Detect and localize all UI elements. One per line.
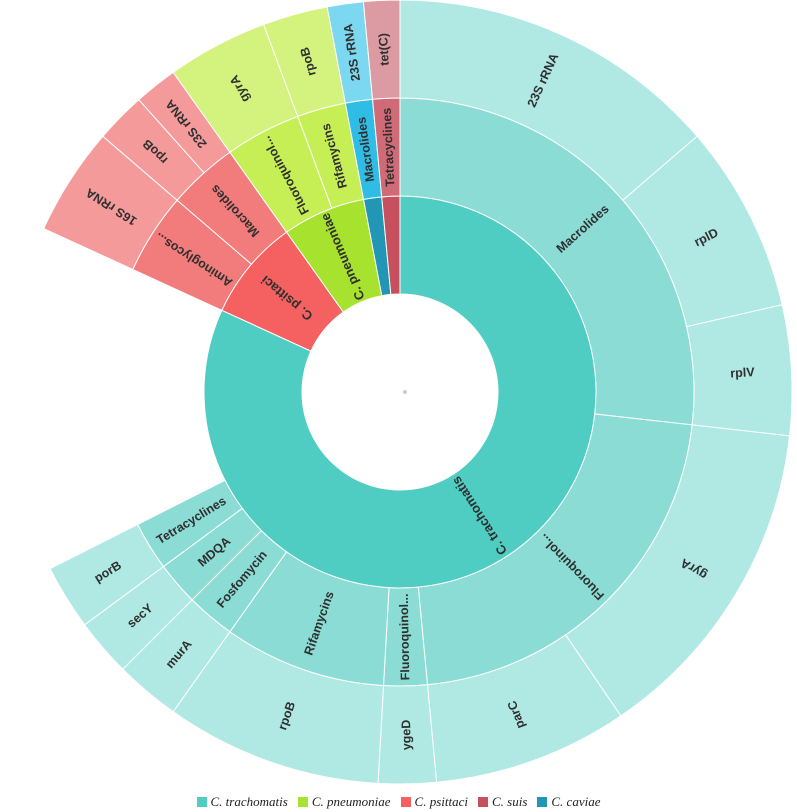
legend-label: C. caviae [551,794,601,809]
legend-item-2[interactable]: C. psittaci [400,794,468,810]
label-gene-0-c-trachomatis-0-macrolides-2-rplv: rplV [730,365,756,380]
sunburst-chart: C. trachomatis Macrolides 23S rRNA rplD rplV… [43,0,793,785]
legend-item-0[interactable]: C. trachomatis [196,794,288,810]
sector-gene-4-c-suis-0-tetracyclines-0-tet-c[interactable] [362,0,401,100]
label-class-4-c-suis-0-tetracyclines: Tetracyclines [380,107,398,187]
legend-label: C. trachomatis [210,794,288,809]
legend-item-3[interactable]: C. suis [477,794,528,810]
legend-swatch [400,797,411,807]
legend-label: C. psittaci [414,794,468,809]
legend-swatch [297,797,308,807]
label-gene-0-c-trachomatis-2-fluoroquinolones-0-yged: ygeD [399,720,414,751]
sector-gene-0-c-trachomatis-6-tetracyclines-0-porb[interactable] [49,523,165,626]
legend-item-4[interactable]: C. caviae [537,794,600,810]
legend-swatch [537,797,548,807]
legend-label: C. pneumoniae [311,794,391,809]
legend-label: C. suis [491,794,528,809]
legend-swatch [196,797,207,807]
label-class-0-c-trachomatis-2-fluoroquinolones: Fluoroquinol... [397,593,413,680]
center-dot [403,390,407,394]
legend: C. trachomatis C. pneumoniae C. psittaci C.… [0,793,797,811]
legend-item-1[interactable]: C. pneumoniae [297,794,391,810]
label-gene-4-c-suis-0-tetracyclines-0-tet-c: tet(C) [376,33,392,66]
legend-swatch [477,797,488,807]
